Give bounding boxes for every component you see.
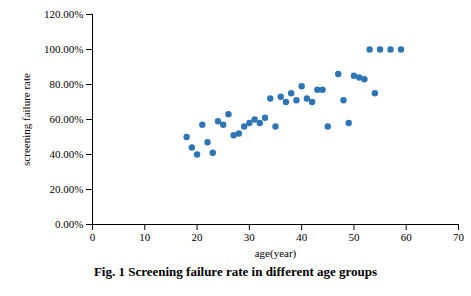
svg-text:60.00%: 60.00%: [50, 113, 84, 125]
svg-text:screening failure rate: screening failure rate: [20, 73, 32, 166]
svg-text:age(year): age(year): [255, 247, 297, 260]
html-text:Fig. 1 Screening failure rate: Fig. 1 Screening failure rate in differe…: [93, 264, 378, 279]
svg-text:40.00%: 40.00%: [50, 148, 84, 160]
svg-text:30: 30: [244, 231, 256, 243]
svg-text:10: 10: [139, 231, 151, 243]
svg-text:120.00%: 120.00%: [44, 8, 83, 20]
svg-text:40: 40: [296, 231, 308, 243]
svg-text:0: 0: [90, 231, 96, 243]
svg-text:50: 50: [348, 231, 360, 243]
svg-text:20: 20: [192, 231, 204, 243]
svg-text:0.00%: 0.00%: [55, 218, 83, 230]
svg-text:60: 60: [401, 231, 413, 243]
svg-text:20.00%: 20.00%: [50, 183, 84, 195]
svg-text:80.00%: 80.00%: [50, 78, 84, 90]
svg-text:70: 70: [453, 231, 465, 243]
svg-text:100.00%: 100.00%: [44, 43, 83, 55]
